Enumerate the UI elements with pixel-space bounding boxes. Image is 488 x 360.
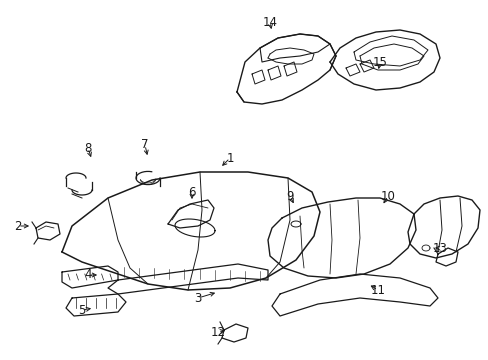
Text: 14: 14: [262, 15, 277, 28]
Text: 5: 5: [78, 303, 85, 316]
Text: 7: 7: [141, 139, 148, 152]
Text: 1: 1: [226, 152, 233, 165]
Text: 11: 11: [370, 284, 385, 297]
Text: 3: 3: [194, 292, 201, 305]
Text: 15: 15: [372, 55, 386, 68]
Text: 10: 10: [380, 189, 395, 202]
Text: 2: 2: [14, 220, 21, 233]
Text: 9: 9: [285, 189, 293, 202]
Text: 8: 8: [84, 141, 92, 154]
Text: 12: 12: [210, 325, 225, 338]
Text: 4: 4: [84, 269, 92, 282]
Text: 6: 6: [188, 185, 195, 198]
Text: 13: 13: [432, 242, 447, 255]
